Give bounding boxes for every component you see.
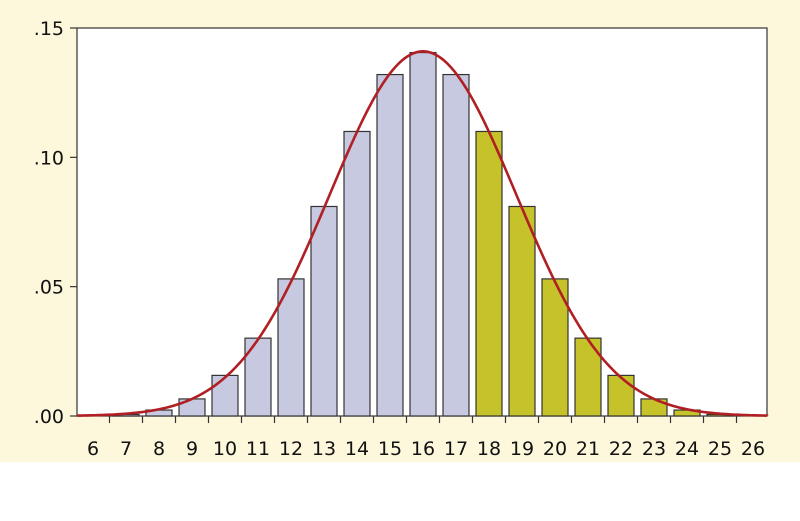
x-tick-label-18: 18 (477, 438, 501, 460)
bar-18 (475, 130, 503, 417)
y-tick-label-2: .10 (34, 147, 64, 169)
bar-10 (211, 374, 239, 417)
bars-group (112, 51, 734, 417)
x-tick-label-10: 10 (213, 438, 237, 460)
x-tick-label-15: 15 (378, 438, 402, 460)
bar-16 (409, 51, 437, 417)
bar-17 (442, 73, 470, 417)
x-tick-label-12: 12 (279, 438, 303, 460)
x-tick-label-7: 7 (120, 438, 132, 460)
y-tick-label-3: .15 (34, 18, 64, 40)
bar-13 (310, 205, 338, 417)
x-tick-label-13: 13 (312, 438, 336, 460)
x-tick-label-6: 6 (87, 438, 99, 460)
x-tick-label-21: 21 (576, 438, 600, 460)
x-tick-label-14: 14 (345, 438, 369, 460)
x-tick-label-22: 22 (609, 438, 633, 460)
x-tick-label-25: 25 (708, 438, 732, 460)
bar-22 (607, 374, 635, 417)
x-tick-label-19: 19 (510, 438, 534, 460)
x-tick-label-8: 8 (153, 438, 165, 460)
axes-group: .00 .05 .10 .15 6 7 8 9 10 11 12 13 14 15 16 17 18 19 20 21… (34, 18, 765, 460)
x-tick-label-20: 20 (543, 438, 567, 460)
normal-curve (76, 50, 769, 417)
curve-group (76, 50, 769, 417)
bar-15 (376, 73, 404, 417)
y-tick-label-0: .00 (34, 406, 64, 428)
bar-19 (508, 205, 536, 417)
x-tick-label-24: 24 (675, 438, 699, 460)
x-tick-label-11: 11 (246, 438, 270, 460)
x-tick-label-16: 16 (411, 438, 435, 460)
bar-14 (343, 130, 371, 417)
bar-20 (541, 278, 569, 417)
x-tick-label-17: 17 (444, 438, 468, 460)
x-tick-label-26: 26 (741, 438, 765, 460)
x-tick-label-9: 9 (186, 438, 198, 460)
y-tick-label-1: .05 (34, 277, 64, 299)
x-tick-label-23: 23 (642, 438, 666, 460)
